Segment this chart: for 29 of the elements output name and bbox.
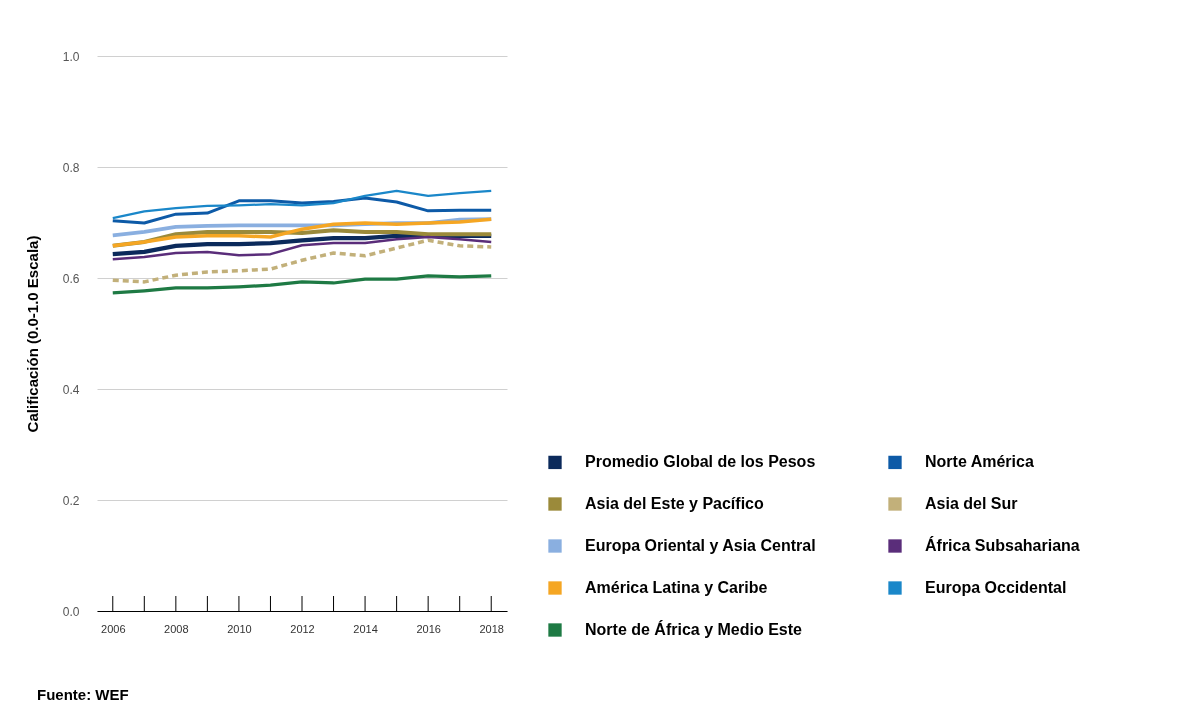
legend-label: África Subsahariana bbox=[925, 536, 1080, 554]
legend-label: Asia del Sur bbox=[925, 495, 1018, 512]
x-tick-label: 2018 bbox=[479, 622, 504, 635]
line-series bbox=[111, 274, 493, 295]
x-tick-label: 2014 bbox=[353, 622, 378, 635]
line-series bbox=[111, 238, 493, 284]
legend-label: Asia del Este y Pacífico bbox=[585, 495, 764, 512]
legend-label: Europa Oriental y Asia Central bbox=[585, 537, 816, 554]
legend-label: Norte América bbox=[925, 453, 1034, 471]
line-series bbox=[111, 196, 493, 225]
y-tick-label: 0.6 bbox=[62, 271, 80, 286]
y-tick-label: 0.8 bbox=[62, 160, 80, 175]
x-tick-label: 2012 bbox=[290, 622, 315, 635]
line-series bbox=[111, 217, 493, 248]
legend-label: América Latina y Caribe bbox=[585, 579, 768, 596]
x-tick-label: 2016 bbox=[416, 622, 441, 635]
legend-label: Europa Occidental bbox=[925, 579, 1067, 596]
line-series bbox=[111, 189, 493, 220]
x-tick-label: 2006 bbox=[101, 622, 126, 635]
x-tick-label: 2008 bbox=[164, 622, 189, 635]
y-tick-label: 0.0 bbox=[62, 604, 80, 619]
legend-label: Promedio Global de los Pesos bbox=[585, 453, 816, 471]
x-tick-label: 2010 bbox=[227, 622, 252, 635]
y-tick-label: 1.0 bbox=[62, 49, 80, 64]
y-axis-title: Calificación (0.0-1.0 Escala) bbox=[23, 235, 41, 433]
y-tick-label: 0.4 bbox=[62, 382, 80, 397]
source-note: Fuente: WEF bbox=[37, 686, 129, 703]
y-tick-label: 0.2 bbox=[62, 493, 80, 508]
legend-label: Norte de África y Medio Este bbox=[585, 620, 803, 638]
